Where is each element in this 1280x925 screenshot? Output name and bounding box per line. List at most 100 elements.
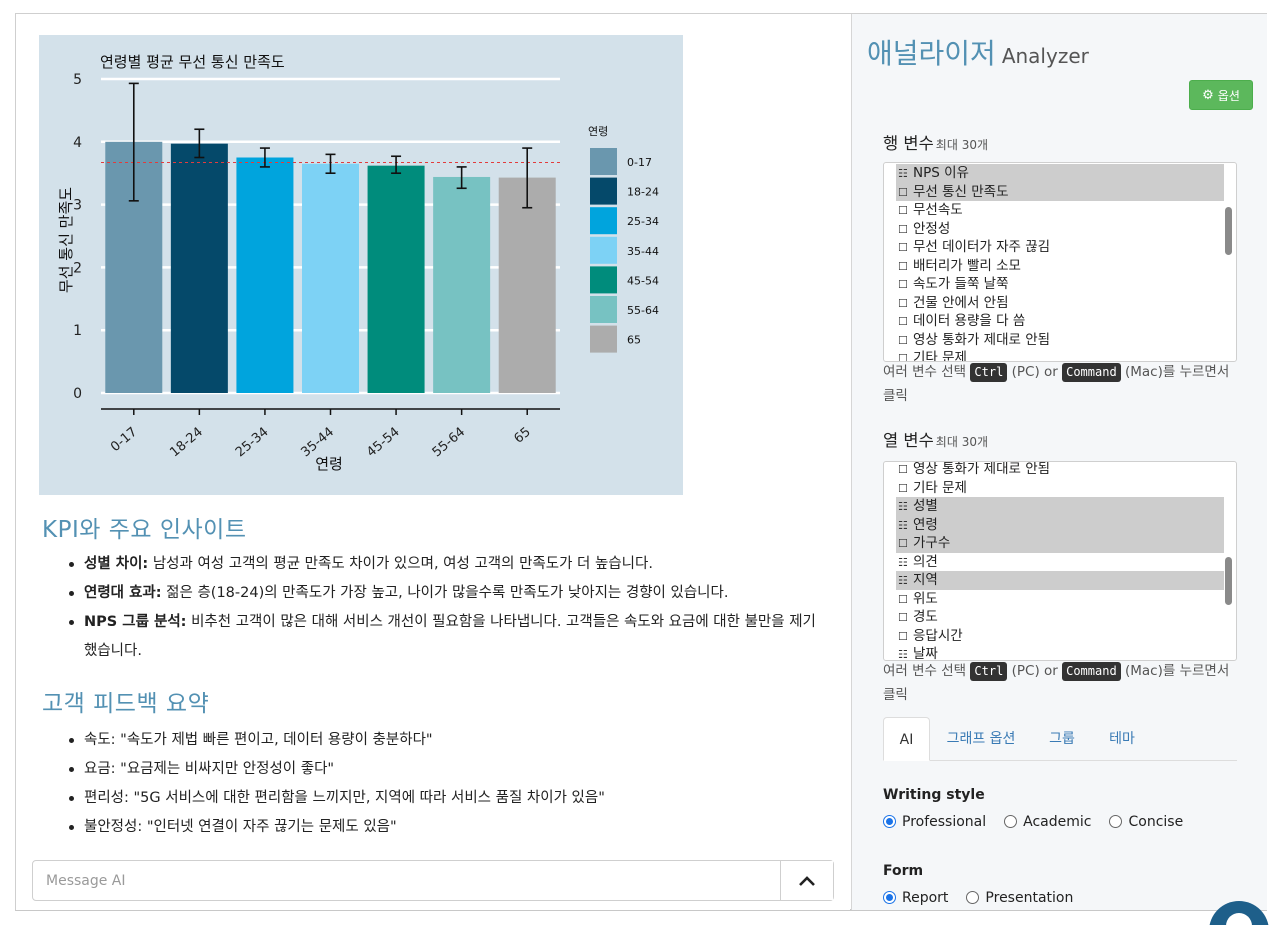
gear-icon: ⚙ xyxy=(1202,87,1214,103)
legend-title: 연령 xyxy=(588,125,608,138)
bar xyxy=(170,143,228,393)
variable-option[interactable]: ☐ 영상 통화가 제대로 안됨 xyxy=(896,461,1224,479)
variable-option[interactable]: ☷ 성별 xyxy=(896,497,1224,516)
numeric-icon: ☐ xyxy=(898,537,908,550)
y-axis-title: 무선 통신 만족도 xyxy=(57,187,75,293)
hint-text: (PC) or xyxy=(1007,663,1063,679)
variable-option[interactable]: ☐ 가구수 xyxy=(896,534,1224,553)
kpi-item-label: 연령대 효과: xyxy=(84,585,162,601)
command-key: Command xyxy=(1062,662,1121,681)
legend-label: 0-17 xyxy=(627,156,652,169)
numeric-icon: ☐ xyxy=(898,333,908,347)
variable-option[interactable]: ☐ 응답시간 xyxy=(896,627,1224,646)
hint-text: 여러 변수 선택 xyxy=(883,364,971,380)
variable-option[interactable]: ☐ 데이터 용량을 다 씀 xyxy=(896,312,1224,331)
radio-concise[interactable]: Concise xyxy=(1109,814,1183,830)
form-label: Form xyxy=(883,863,924,879)
variable-option[interactable]: ☐ 위도 xyxy=(896,590,1224,609)
col-var-title: 열 변수 xyxy=(883,431,934,450)
radio-academic[interactable]: Academic xyxy=(1004,814,1091,830)
col-list-scrollbar[interactable] xyxy=(1225,557,1232,605)
x-tick-label: 25-34 xyxy=(233,425,272,461)
variable-option-label: 지역 xyxy=(913,572,938,588)
row-var-label: 행 변수 최대 30개 xyxy=(883,130,988,154)
col-var-limit: 최대 30개 xyxy=(935,435,989,449)
chart-title: 연령별 평균 무선 통신 만족도 xyxy=(100,53,285,71)
row-var-limit: 최대 30개 xyxy=(935,138,989,152)
bar xyxy=(236,157,294,393)
writing-style-label: Writing style xyxy=(883,787,985,803)
variable-option[interactable]: ☐ 건물 안에서 안됨 xyxy=(896,294,1224,313)
col-var-label: 열 변수 최대 30개 xyxy=(883,427,988,451)
variable-option[interactable]: ☷ 날짜 xyxy=(896,645,1224,661)
radio-label: Presentation xyxy=(985,890,1074,906)
variable-option-label: 무선 통신 만족도 xyxy=(913,183,1009,200)
variable-option[interactable]: ☐ 무선 데이터가 자주 끊김 xyxy=(896,238,1224,257)
variable-option[interactable]: ☐ 기타 문제 xyxy=(896,479,1224,498)
feedback-item: 요금: "요금제는 비싸지만 안정성이 좋다" xyxy=(66,755,826,784)
row-variable-list[interactable]: ☐ 기타 문제 ☐ 영상 통화가 제대로 안됨 ☐ 데이터 용량을 다 씀 ☐ 건물 안에서 … xyxy=(883,162,1237,362)
legend-swatch xyxy=(590,296,617,323)
radio-presentation[interactable]: Presentation xyxy=(966,890,1073,906)
numeric-icon: ☐ xyxy=(898,204,908,217)
categorical-icon: ☷ xyxy=(898,648,908,661)
variable-option-label: 건물 안에서 안됨 xyxy=(913,294,1009,311)
numeric-icon: ☐ xyxy=(898,296,908,310)
ctrl-key: Ctrl xyxy=(970,363,1008,382)
bar xyxy=(302,163,359,393)
variable-option[interactable]: ☐ 경도 xyxy=(896,608,1224,627)
categorical-icon: ☷ xyxy=(898,518,908,532)
variable-option[interactable]: ☷ 지역 xyxy=(896,571,1224,590)
radio-checked-icon xyxy=(883,890,896,904)
output-panel: 0 1 2 3 4 5 0-17 18-24 25-34 35-44 45-54 55-64 65 연령별… xyxy=(16,14,850,910)
variable-option[interactable]: ☐ 기타 문제 xyxy=(896,349,1224,361)
variable-option[interactable]: ☐ 영상 통화가 제대로 안됨 xyxy=(896,331,1224,350)
legend-swatch xyxy=(590,148,617,175)
tab-theme[interactable]: 테마 xyxy=(1109,731,1135,747)
tab-graph-options[interactable]: 그래프 옵션 xyxy=(946,731,1016,747)
legend-label: 18-24 xyxy=(627,186,659,199)
variable-option-label: 기타 문제 xyxy=(913,479,967,496)
variable-option[interactable]: ☐ 배터리가 빨리 소모 xyxy=(896,257,1224,276)
tab-group[interactable]: 그룹 xyxy=(1049,731,1075,747)
command-key: Command xyxy=(1062,363,1121,382)
radio-professional[interactable]: Professional xyxy=(883,814,986,830)
row-hint: 여러 변수 선택 Ctrl (PC) or Command (Mac)를 누르면… xyxy=(883,360,1233,408)
variable-option[interactable]: ☐ 무선 통신 만족도 xyxy=(896,182,1224,201)
variable-option-label: 영상 통화가 제대로 안됨 xyxy=(913,461,1051,477)
variable-option[interactable]: ☷ NPS 이유 xyxy=(896,164,1224,183)
variable-option[interactable]: ☐ 무선속도 xyxy=(896,201,1224,220)
kpi-item-label: 성별 차이: xyxy=(84,556,149,572)
message-input[interactable] xyxy=(33,861,781,900)
hint-text: 여러 변수 선택 xyxy=(883,663,971,679)
column-variable-list[interactable]: ☷ 날짜 ☐ 응답시간 ☐ 경도 ☐ 위도 ☷ 지역 ☷ 의견 ☐ 가구수 ☷ 연령 ☷ 성별 ☐ 기타 문제 ☐ 영상 … xyxy=(883,461,1237,661)
kpi-title: KPI와 주요 인사이트 xyxy=(42,517,247,543)
options-button[interactable]: ⚙ 옵션 xyxy=(1189,80,1253,110)
legend-swatch xyxy=(590,266,617,294)
legend-swatch xyxy=(590,177,617,205)
tab-ai[interactable]: AI xyxy=(883,717,930,761)
send-button[interactable] xyxy=(780,861,833,900)
variable-option-label: 가구수 xyxy=(913,535,951,551)
variable-option[interactable]: ☐ 속도가 들쭉 날쭉 xyxy=(896,275,1224,294)
variable-option-label: 연령 xyxy=(913,516,938,533)
variable-option[interactable]: ☷ 의견 xyxy=(896,553,1224,572)
radio-report[interactable]: Report xyxy=(883,890,948,906)
kpi-item-text: 남성과 여성 고객의 평균 만족도 차이가 있으며, 여성 고객의 만족도가 더… xyxy=(148,556,653,572)
variable-option-label: NPS 이유 xyxy=(913,165,969,181)
x-tick-label: 18-24 xyxy=(167,425,206,461)
y-tick-label: 5 xyxy=(73,72,82,88)
legend-label: 35-44 xyxy=(627,245,659,258)
variable-option[interactable]: ☷ 연령 xyxy=(896,515,1224,534)
numeric-icon: ☐ xyxy=(898,315,908,328)
row-list-scrollbar[interactable] xyxy=(1225,207,1232,255)
col-hint: 여러 변수 선택 Ctrl (PC) or Command (Mac)를 누르면… xyxy=(883,659,1233,707)
feedback-item: 속도: "속도가 제법 빠른 편이고, 데이터 용량이 충분하다" xyxy=(66,726,826,755)
numeric-icon: ☐ xyxy=(898,481,908,495)
analyzer-sidebar: 애널라이저 Analyzer ⚙ 옵션 행 변수 최대 30개 ☐ 기타 문제 ☐ 영상 … xyxy=(851,14,1267,910)
kpi-item: NPS 그룹 분석: 비추천 고객이 많은 대해 서비스 개선이 필요함을 나타… xyxy=(66,608,826,666)
app-title-ko: 애널라이저 xyxy=(867,37,996,70)
numeric-icon: ☐ xyxy=(898,463,908,476)
variable-option[interactable]: ☐ 안정성 xyxy=(896,220,1224,239)
legend-swatch xyxy=(590,325,617,353)
